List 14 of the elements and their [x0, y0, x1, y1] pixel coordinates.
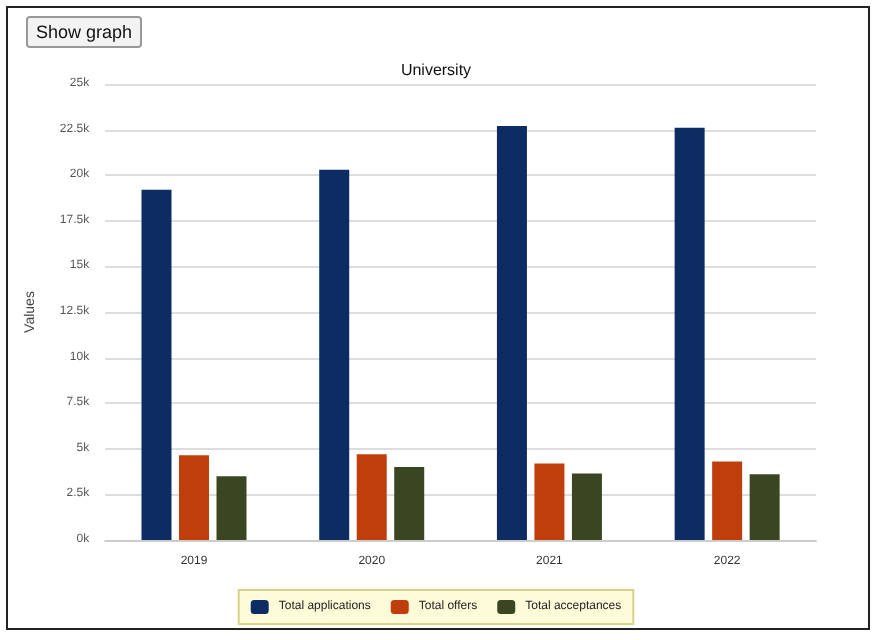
- show-graph-button: Show graph: [26, 16, 143, 48]
- chart-title: University: [400, 61, 472, 79]
- bar: [394, 467, 425, 540]
- bar: [712, 461, 743, 540]
- bar: [179, 455, 210, 540]
- bar: [674, 127, 705, 540]
- bar: [749, 474, 780, 540]
- bar: [534, 463, 565, 540]
- bar: [356, 454, 387, 540]
- bar: [571, 473, 602, 540]
- bar: [216, 476, 247, 540]
- bar: [319, 169, 350, 540]
- bar: [496, 125, 527, 540]
- bar: [141, 189, 172, 540]
